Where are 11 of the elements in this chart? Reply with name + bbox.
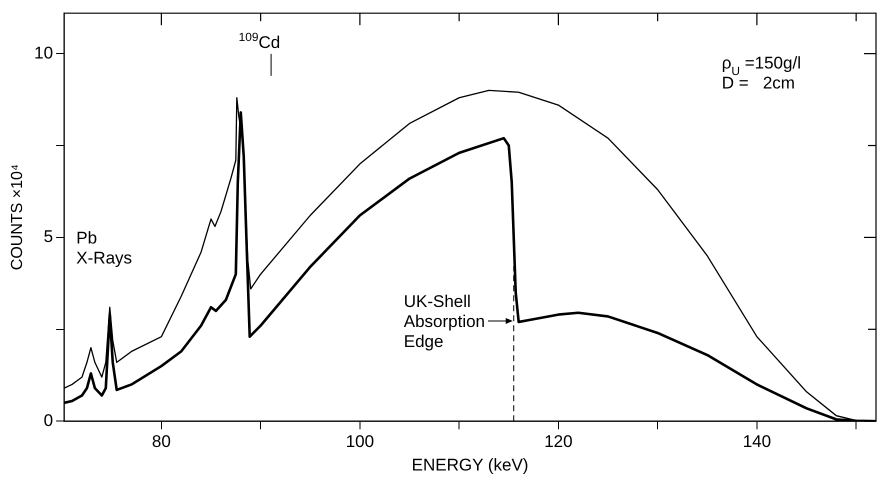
y-tick-label: 0 <box>44 410 54 430</box>
x-tick-label: 100 <box>346 432 374 452</box>
ref-line-label: UK-Shell Absorption Edge <box>404 292 486 351</box>
annotation: Pb X-Rays <box>76 228 132 268</box>
x-tick-label: 120 <box>544 432 573 452</box>
y-tick-label: 10 <box>34 43 54 62</box>
y-axis-title: COUNTS ×10⁴ <box>9 164 26 270</box>
x-axis-title: ENERGY (keV) <box>412 455 528 474</box>
x-tick-label: 140 <box>742 432 772 452</box>
y-tick-label: 5 <box>44 227 54 246</box>
x-tick-label: 80 <box>152 432 171 452</box>
